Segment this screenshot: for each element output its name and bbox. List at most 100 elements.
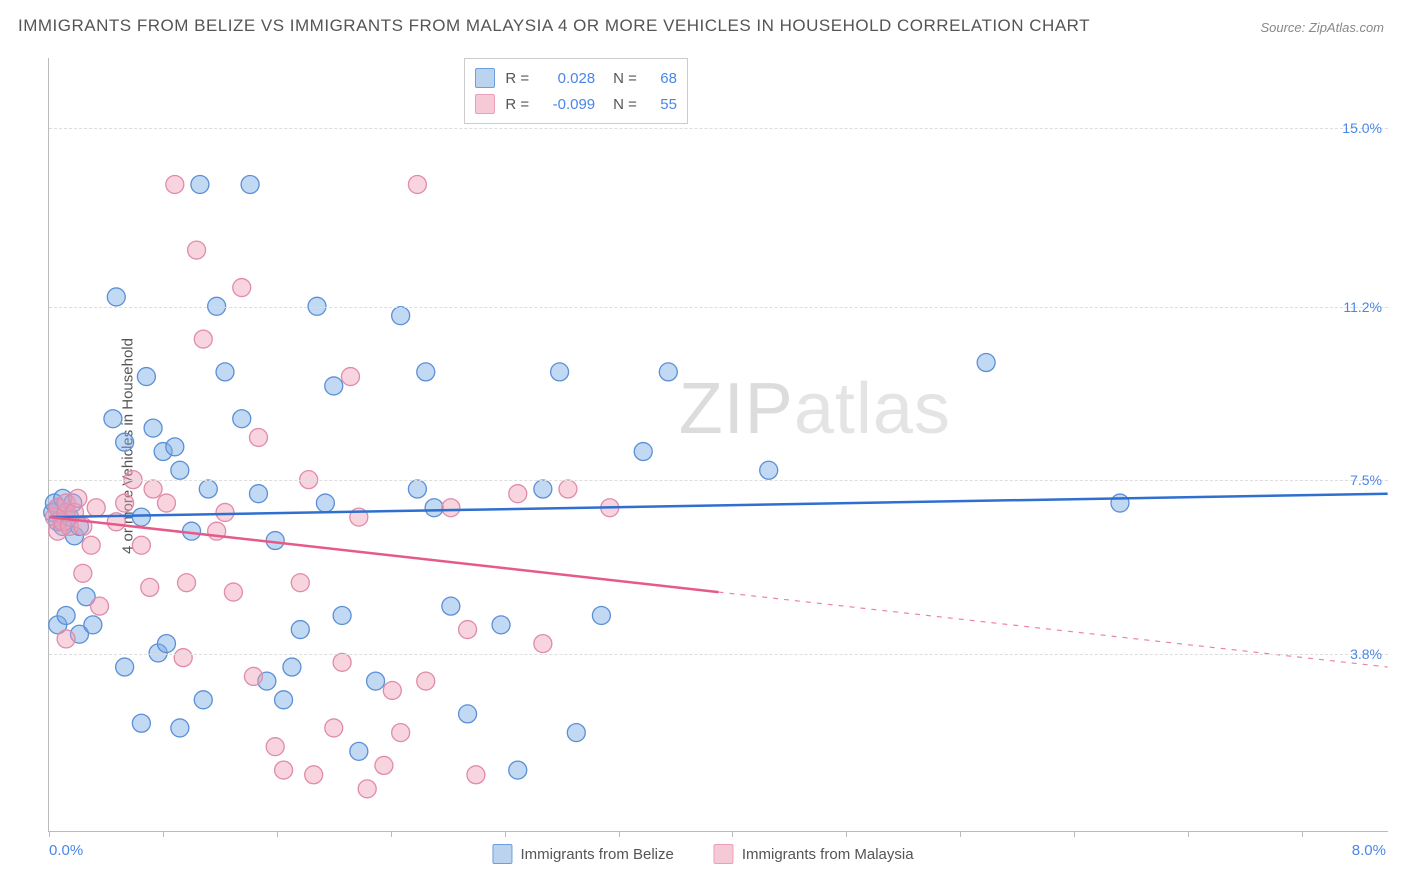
- scatter-plot-svg: [49, 58, 1388, 831]
- legend-label: Immigrants from Malaysia: [742, 846, 914, 863]
- data-point: [417, 363, 435, 381]
- data-point: [199, 480, 217, 498]
- data-point: [137, 368, 155, 386]
- x-tick: [732, 831, 733, 837]
- data-point: [659, 363, 677, 381]
- data-point: [174, 649, 192, 667]
- legend-r-label: R =: [505, 70, 529, 87]
- data-point: [116, 658, 134, 676]
- legend-r-value: 0.028: [539, 70, 595, 87]
- data-point: [559, 480, 577, 498]
- data-point: [171, 461, 189, 479]
- gridline: [49, 654, 1388, 655]
- data-point: [275, 761, 293, 779]
- data-point: [325, 377, 343, 395]
- data-point: [166, 176, 184, 194]
- legend-n-value: 55: [647, 96, 677, 113]
- data-point: [82, 536, 100, 554]
- data-point: [592, 607, 610, 625]
- data-point: [459, 705, 477, 723]
- data-point: [375, 756, 393, 774]
- data-point: [358, 780, 376, 798]
- data-point: [233, 279, 251, 297]
- data-point: [408, 176, 426, 194]
- data-point: [116, 494, 134, 512]
- data-point: [325, 719, 343, 737]
- data-point: [977, 354, 995, 372]
- data-point: [132, 536, 150, 554]
- data-point: [305, 766, 323, 784]
- data-point: [132, 508, 150, 526]
- data-point: [509, 761, 527, 779]
- legend-swatch: [714, 844, 734, 864]
- data-point: [316, 494, 334, 512]
- x-max-label: 8.0%: [1352, 842, 1386, 859]
- data-point: [144, 480, 162, 498]
- data-point: [459, 621, 477, 639]
- data-point: [283, 658, 301, 676]
- data-point: [341, 368, 359, 386]
- data-point: [107, 288, 125, 306]
- data-point: [634, 443, 652, 461]
- legend-swatch: [475, 94, 495, 114]
- data-point: [425, 499, 443, 517]
- chart-title: IMMIGRANTS FROM BELIZE VS IMMIGRANTS FRO…: [18, 16, 1090, 36]
- data-point: [224, 583, 242, 601]
- data-point: [534, 635, 552, 653]
- data-point: [367, 672, 385, 690]
- legend-swatch: [475, 68, 495, 88]
- gridline: [49, 128, 1388, 129]
- series-legend: Immigrants from Belize Immigrants from Ma…: [492, 844, 913, 864]
- data-point: [194, 691, 212, 709]
- data-point: [157, 494, 175, 512]
- data-point: [249, 428, 267, 446]
- data-point: [392, 307, 410, 325]
- data-point: [408, 480, 426, 498]
- data-point: [74, 564, 92, 582]
- data-point: [144, 419, 162, 437]
- data-point: [84, 616, 102, 634]
- data-point: [69, 489, 87, 507]
- data-point: [442, 499, 460, 517]
- legend-r-value: -0.099: [539, 96, 595, 113]
- data-point: [392, 724, 410, 742]
- x-min-label: 0.0%: [49, 842, 83, 859]
- data-point: [492, 616, 510, 634]
- x-tick: [1302, 831, 1303, 837]
- y-tick-label: 11.2%: [1343, 299, 1382, 315]
- data-point: [275, 691, 293, 709]
- legend-item: Immigrants from Malaysia: [714, 844, 914, 864]
- chart-plot-area: ZIPatlas R =0.028N =68R =-0.099N =55 3.8…: [48, 58, 1388, 832]
- data-point: [567, 724, 585, 742]
- data-point: [116, 433, 134, 451]
- x-tick: [619, 831, 620, 837]
- data-point: [333, 653, 351, 671]
- legend-label: Immigrants from Belize: [520, 846, 673, 863]
- data-point: [442, 597, 460, 615]
- data-point: [157, 635, 175, 653]
- trend-line-extrapolated: [719, 592, 1388, 667]
- data-point: [1111, 494, 1129, 512]
- data-point: [244, 667, 262, 685]
- gridline: [49, 307, 1388, 308]
- data-point: [249, 485, 267, 503]
- correlation-legend: R =0.028N =68R =-0.099N =55: [464, 58, 688, 124]
- data-point: [509, 485, 527, 503]
- x-tick: [505, 831, 506, 837]
- chart-source: Source: ZipAtlas.com: [1260, 20, 1384, 35]
- x-tick: [391, 831, 392, 837]
- data-point: [241, 176, 259, 194]
- data-point: [104, 410, 122, 428]
- data-point: [91, 597, 109, 615]
- data-point: [534, 480, 552, 498]
- data-point: [57, 607, 75, 625]
- data-point: [166, 438, 184, 456]
- data-point: [551, 363, 569, 381]
- legend-row: R =-0.099N =55: [475, 91, 677, 117]
- legend-n-label: N =: [613, 96, 637, 113]
- legend-item: Immigrants from Belize: [492, 844, 673, 864]
- x-tick: [49, 831, 50, 837]
- data-point: [216, 503, 234, 521]
- data-point: [178, 574, 196, 592]
- data-point: [216, 363, 234, 381]
